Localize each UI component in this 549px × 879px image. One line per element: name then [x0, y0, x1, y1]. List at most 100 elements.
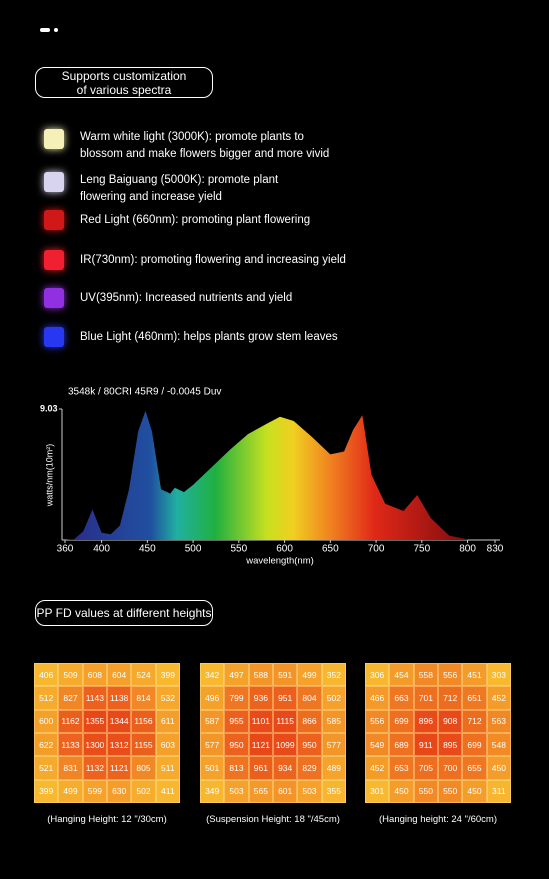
ppfd-cell: 450 [486, 756, 511, 780]
ppfd-cell: 831 [58, 756, 83, 780]
ppfd-cell: 588 [248, 663, 273, 687]
ppfd-cell: 1121 [107, 756, 132, 780]
ppfd-cell: 352 [321, 663, 346, 687]
ppfd-grid: 342 497 588 591 499 352 496 799 936 951 804 502 587 9… [200, 663, 346, 803]
ppfd-cell: 452 [486, 686, 511, 710]
ppfd-cell: 814 [131, 686, 156, 710]
ppfd-cell: 306 [365, 663, 390, 687]
spectrum-line: flowering and increase yield [80, 191, 222, 203]
ppfd-cell: 454 [389, 663, 414, 687]
header-line: Supports customization [61, 69, 187, 83]
spectrum-icon [44, 172, 64, 192]
spectrum-text: IR(730nm): promoting flowering and incre… [80, 252, 346, 269]
ppfd-cell: 896 [413, 709, 438, 733]
ppfd-cell: 608 [82, 663, 107, 687]
x-tick-label: 650 [322, 544, 339, 555]
ppfd-cell: 955 [224, 709, 249, 733]
ppfd-cell: 1312 [107, 732, 132, 757]
ppfd-cell: 611 [155, 709, 180, 733]
ppfd-cell: 496 [200, 686, 225, 710]
x-tick-label: 600 [276, 544, 293, 555]
ppfd-cell: 663 [389, 686, 414, 710]
ppfd-cell: 563 [486, 709, 511, 733]
ppfd-cell: 1115 [273, 709, 298, 733]
ppfd-cell: 558 [413, 663, 438, 687]
ppfd-title: PP FD values at different heights [36, 606, 212, 620]
x-tick-label: 360 [57, 544, 74, 555]
ppfd-cell: 701 [413, 686, 438, 710]
status-icon [40, 28, 50, 32]
ppfd-caption: (Suspension Height: 18 "/45cm) [206, 814, 340, 825]
spectrum-text: UV(395nm): Increased nutrients and yield [80, 290, 292, 307]
ppfd-cell: 799 [224, 686, 249, 710]
x-tick-label: 830 [487, 544, 504, 555]
ppfd-cell: 497 [224, 663, 249, 687]
ppfd-cell: 355 [321, 779, 346, 803]
spectrum-line: Red Light (660nm): promoting plant flowe… [80, 214, 311, 226]
ppfd-cell: 499 [297, 663, 322, 687]
ppfd-cell: 524 [131, 663, 156, 687]
ppfd-cell: 532 [155, 686, 180, 710]
ppfd-grid: 406 509 608 604 524 399 512 827 1143 1138 814 532 60… [34, 663, 180, 803]
x-tick-label: 700 [368, 544, 385, 555]
x-axis-label: wavelength(nm) [245, 556, 314, 567]
ppfd-cell: 311 [486, 779, 511, 803]
spectrum-line: blossom and make flowers bigger and more… [80, 148, 330, 160]
ppfd-cell: 501 [200, 756, 225, 780]
ppfd-cell: 556 [365, 709, 390, 733]
x-tick-label: 750 [413, 544, 430, 555]
ppfd-cell: 1143 [82, 686, 107, 710]
ppfd-cell: 866 [297, 709, 322, 733]
ppfd-cell: 489 [321, 756, 346, 780]
spectrum-icon [44, 327, 64, 347]
ppfd-cell: 804 [297, 686, 322, 710]
ppfd-cell: 399 [155, 663, 180, 687]
spectrum-text: Red Light (660nm): promoting plant flowe… [80, 212, 310, 229]
spectrum-icon [44, 250, 64, 270]
ppfd-cell: 604 [107, 663, 132, 687]
ppfd-cell: 689 [389, 732, 414, 757]
ppfd-cell: 950 [224, 732, 249, 757]
spectrum-text: Blue Light (460nm): helps plants grow st… [80, 329, 338, 346]
ppfd-cell: 349 [200, 779, 225, 803]
ppfd-cell: 805 [131, 756, 156, 780]
spectrum-line: UV(395nm): Increased nutrients and yield [80, 292, 293, 304]
ppfd-cell: 411 [155, 779, 180, 803]
ppfd-cell: 829 [297, 756, 322, 780]
ppfd-cell: 911 [413, 732, 438, 757]
ppfd-cell: 521 [34, 756, 59, 780]
ppfd-cell: 699 [462, 732, 487, 757]
ppfd-cell: 556 [438, 663, 463, 687]
spectrum-icon [44, 210, 64, 230]
ppfd-grid: 306 454 558 556 451 303 466 663 701 712 651 452 556 6… [365, 663, 511, 803]
ppfd-cell: 301 [365, 779, 390, 803]
ppfd-cell: 600 [34, 709, 59, 733]
x-tick-label: 400 [93, 544, 110, 555]
ppfd-cell: 509 [58, 663, 83, 687]
spectrum-icon [44, 129, 64, 149]
x-tick-label: 550 [230, 544, 247, 555]
ppfd-cell: 577 [321, 732, 346, 757]
ppfd-cell: 1155 [131, 732, 156, 757]
ppfd-cell: 450 [389, 779, 414, 803]
ppfd-badge: PP FD values at different heights [35, 600, 213, 626]
ppfd-cell: 712 [462, 709, 487, 733]
header-badge: Supports customization of various spectr… [35, 67, 213, 98]
ppfd-caption: (Hanging height: 24 "/60cm) [379, 814, 497, 825]
ppfd-cell: 503 [297, 779, 322, 803]
y-axis-label: watts/nm(10m²) [44, 444, 54, 508]
ppfd-cell: 406 [34, 663, 59, 687]
ppfd-cell: 961 [248, 756, 273, 780]
ppfd-cell: 1162 [58, 709, 83, 733]
ppfd-cell: 950 [297, 732, 322, 757]
ppfd-cell: 585 [321, 709, 346, 733]
ppfd-cell: 452 [365, 756, 390, 780]
ppfd-cell: 512 [34, 686, 59, 710]
ppfd-cell: 1355 [82, 709, 107, 733]
spectrum-icon [44, 288, 64, 308]
ppfd-cell: 503 [224, 779, 249, 803]
ppfd-cell: 587 [200, 709, 225, 733]
ppfd-cell: 499 [58, 779, 83, 803]
ppfd-cell: 1133 [58, 732, 83, 757]
